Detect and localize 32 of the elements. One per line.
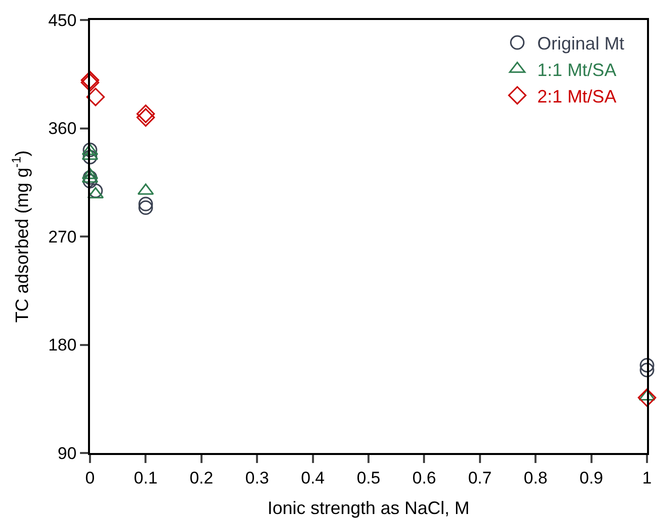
x-tick-label: 0.8 <box>524 468 548 488</box>
point <box>640 358 654 372</box>
point <box>138 200 153 215</box>
point <box>136 104 155 124</box>
legend-label: 1:1 Mt/SA <box>537 60 616 80</box>
point <box>138 196 153 212</box>
x-axis-title: Ionic strength as NaCl, M <box>267 498 470 518</box>
y-tick-label: 360 <box>48 119 77 138</box>
point <box>136 108 155 127</box>
point <box>640 362 654 378</box>
point <box>82 174 98 188</box>
x-tick-label: 0.9 <box>579 468 604 488</box>
x-tick-label: 0.6 <box>412 468 436 488</box>
y-tick-label: 90 <box>58 444 77 463</box>
x-tick-label: 0 <box>85 468 95 488</box>
y-tick-label: 270 <box>48 227 77 246</box>
x-tick-label: 0.5 <box>356 468 380 488</box>
y-tick-label: 450 <box>48 10 77 30</box>
x-tick-label: 0.1 <box>134 468 158 488</box>
x-tick-label: 0.2 <box>190 468 214 488</box>
x-tick-label: 0.7 <box>468 468 492 488</box>
point <box>82 168 98 180</box>
x-tick-label: 1 <box>642 468 652 488</box>
x-tick-label: 0.4 <box>300 468 325 488</box>
point <box>86 88 105 106</box>
point <box>638 388 656 407</box>
y-tick-label: 180 <box>48 336 77 355</box>
point <box>82 150 98 164</box>
legend-label: 2:1 Mt/SA <box>537 86 616 106</box>
x-tick-label: 0.3 <box>245 468 269 488</box>
legend-label: Original Mt <box>537 34 624 54</box>
point <box>88 184 103 198</box>
